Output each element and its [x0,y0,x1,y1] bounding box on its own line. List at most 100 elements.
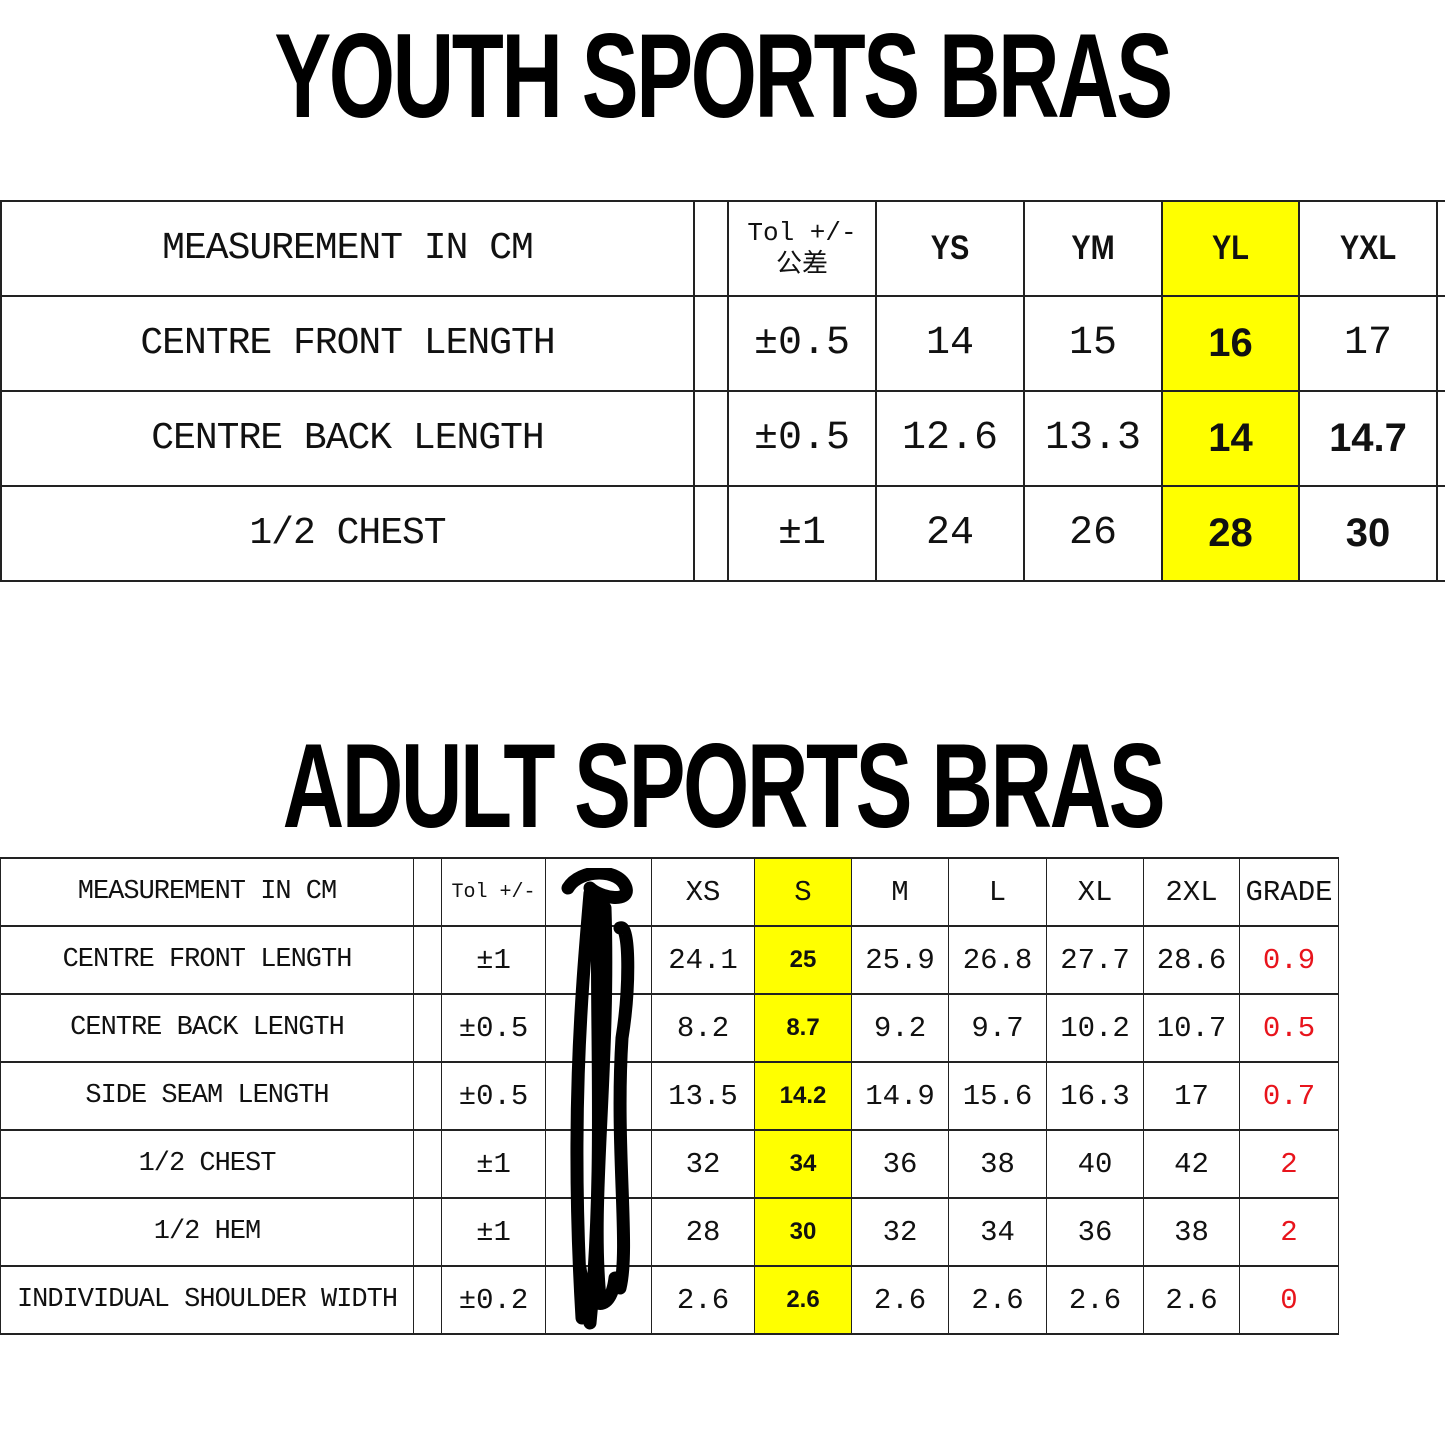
table-header-row: MEASUREMENT IN CM Tol +/- XS S M L XL 2XL GRADE [0,857,1445,927]
value-cell: 14.7 [1298,390,1438,487]
table-row: CENTRE BACK LENGTH ±0.5 12.6 13.3 14 14.… [0,390,1445,487]
size-label: YXL [1339,229,1397,267]
value-cell: 24 [875,485,1025,582]
size-header: L [948,857,1047,927]
value-cell: 10.2 [1046,993,1144,1063]
row-label: 1/2 CHEST [0,485,695,582]
value-cell: 36 [1046,1197,1144,1267]
tol-label-cn: 公差 [775,249,828,280]
table-header-row: MEASUREMENT IN CM Tol +/- 公差 YS YM YL YXL [0,200,1445,297]
grade-cell: 0 [1239,1265,1339,1335]
value-cell: 36 [851,1129,949,1199]
value-cell-highlighted: 14 [1161,390,1300,487]
size-label: YM [1071,229,1115,267]
tol-cell: ±1 [441,1129,546,1199]
value-cell: 38 [1143,1197,1240,1267]
value-cell: 27.7 [1046,925,1144,995]
value-cell: 17 [1298,295,1438,392]
value-cell: 14.9 [851,1061,949,1131]
value-cell: 16.3 [1046,1061,1144,1131]
row-label: SIDE SEAM LENGTH [0,1061,414,1131]
value-cell: 26.8 [948,925,1047,995]
spacer-cell [693,485,729,582]
value-cell: 13.3 [1023,390,1163,487]
grade-cell: 2 [1239,1129,1339,1199]
edge-cell [1436,295,1445,392]
size-header: M [851,857,949,927]
row-label: 1/2 CHEST [0,1129,414,1199]
value-cell: 15.6 [948,1061,1047,1131]
tol-cell: ±0.5 [727,390,877,487]
spacer-cell [413,1197,442,1267]
value-cell: 26 [1023,485,1163,582]
value-cell: 10.7 [1143,993,1240,1063]
grade-cell: 0.7 [1239,1061,1339,1131]
size-header: XS [651,857,755,927]
tol-label: Tol +/- [747,217,857,248]
table-row: 1/2 HEM ±1 28 30 32 34 36 38 2 [0,1197,1445,1267]
row-label: INDIVIDUAL SHOULDER WIDTH [0,1265,414,1335]
grade-cell: 0.9 [1239,925,1339,995]
spacer-cell [693,295,729,392]
spacer-cell [693,390,729,487]
value-cell-highlighted: 34 [754,1129,852,1199]
value-cell: 40 [1046,1129,1144,1199]
value-cell: 30 [1298,485,1438,582]
tol-cell: ±1 [727,485,877,582]
spacer-cell [413,1061,442,1131]
table-row: 1/2 CHEST ±1 32 34 36 38 40 42 2 [0,1129,1445,1199]
youth-title: YOUTH SPORTS BRAS [274,10,1173,144]
value-cell: 14 [875,295,1025,392]
value-cell-highlighted: 16 [1161,295,1300,392]
value-cell: 8.2 [651,993,755,1063]
value-cell-highlighted: 25 [754,925,852,995]
table-row: 1/2 CHEST ±1 24 26 28 30 [0,485,1445,582]
tol-cell: ±0.5 [441,1061,546,1131]
size-label: YL [1212,229,1249,267]
edge-cell [1436,200,1445,297]
row-label: CENTRE FRONT LENGTH [0,295,695,392]
tol-cell: ±1 [441,1197,546,1267]
spacer-cell [413,993,442,1063]
value-cell: 32 [651,1129,755,1199]
value-cell: 2.6 [1143,1265,1240,1335]
size-header: YXL [1298,200,1438,297]
size-header: 2XL [1143,857,1240,927]
table-row: SIDE SEAM LENGTH ±0.5 13.5 14.2 14.9 15.6 16.3… [0,1061,1445,1131]
row-label: CENTRE BACK LENGTH [0,390,695,487]
adult-size-table: MEASUREMENT IN CM Tol +/- XS S M L XL 2XL GRADE C… [0,857,1445,1335]
value-cell: 42 [1143,1129,1240,1199]
grade-header: GRADE [1239,857,1339,927]
tol-header: Tol +/- [441,857,546,927]
measurement-header: MEASUREMENT IN CM [0,857,414,927]
value-cell: 25.9 [851,925,949,995]
value-cell-highlighted: 14.2 [754,1061,852,1131]
size-label: YS [930,229,970,267]
row-label: 1/2 HEM [0,1197,414,1267]
table-row: CENTRE FRONT LENGTH ±1 24.1 25 25.9 26.8 27.7 2… [0,925,1445,995]
value-cell: 2.6 [851,1265,949,1335]
value-cell: 2.6 [651,1265,755,1335]
tol-cell: ±0.5 [727,295,877,392]
tol-header: Tol +/- 公差 [727,200,877,297]
value-cell: 38 [948,1129,1047,1199]
spacer-cell [413,1129,442,1199]
tol-cell: ±0.5 [441,993,546,1063]
value-cell: 9.7 [948,993,1047,1063]
row-label: CENTRE BACK LENGTH [0,993,414,1063]
tol-cell: ±0.2 [441,1265,546,1335]
edge-cell [1436,390,1445,487]
value-cell-highlighted: 2.6 [754,1265,852,1335]
value-cell-highlighted: 8.7 [754,993,852,1063]
spacer-cell [413,925,442,995]
redaction-scribble [561,868,635,1330]
value-cell: 9.2 [851,993,949,1063]
value-cell: 13.5 [651,1061,755,1131]
size-header-highlighted: YL [1161,200,1300,297]
table-row: CENTRE BACK LENGTH ±0.5 8.2 8.7 9.2 9.7 10.2 10… [0,993,1445,1063]
tol-cell: ±1 [441,925,546,995]
edge-cell [1436,485,1445,582]
value-cell: 2.6 [1046,1265,1144,1335]
measurement-header: MEASUREMENT IN CM [0,200,695,297]
adult-title: ADULT SPORTS BRAS [282,720,1165,854]
